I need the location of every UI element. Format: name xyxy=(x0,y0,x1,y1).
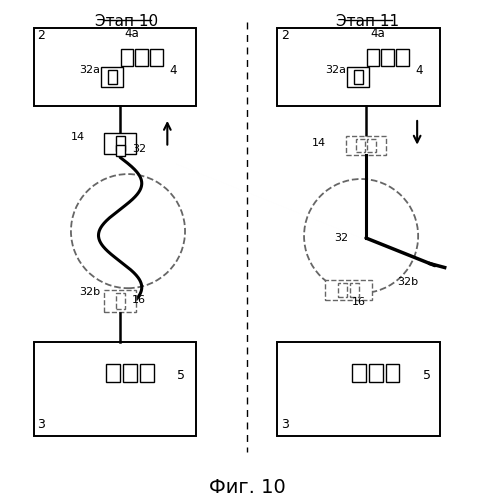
Bar xyxy=(278,342,440,436)
Text: Этап 11: Этап 11 xyxy=(336,14,400,29)
Text: Фиг. 10: Фиг. 10 xyxy=(208,478,286,497)
Bar xyxy=(350,284,359,297)
Bar xyxy=(123,364,137,382)
Bar xyxy=(347,67,369,86)
Text: 3: 3 xyxy=(38,418,45,431)
Text: 32a: 32a xyxy=(79,65,100,75)
Bar xyxy=(367,49,379,66)
Text: 32b: 32b xyxy=(79,287,100,297)
Bar xyxy=(101,67,123,86)
Bar xyxy=(381,49,394,66)
Bar xyxy=(116,136,124,152)
Bar xyxy=(34,342,196,436)
Text: 14: 14 xyxy=(71,132,85,141)
Text: 16: 16 xyxy=(132,295,146,305)
Text: 5: 5 xyxy=(423,368,431,382)
Text: 14: 14 xyxy=(312,138,326,147)
Text: Этап 10: Этап 10 xyxy=(95,14,159,29)
Bar xyxy=(346,136,386,156)
Text: 2: 2 xyxy=(38,30,45,43)
Text: 16: 16 xyxy=(352,297,366,307)
Text: 32: 32 xyxy=(334,233,349,243)
Bar xyxy=(121,49,133,66)
Bar xyxy=(104,290,136,312)
Bar xyxy=(108,70,117,84)
Bar xyxy=(278,28,440,106)
Bar xyxy=(368,138,376,152)
Bar xyxy=(150,49,163,66)
Text: 4a: 4a xyxy=(124,28,139,40)
Text: 2: 2 xyxy=(282,30,289,43)
Bar xyxy=(104,133,136,154)
Bar xyxy=(369,364,383,382)
Bar xyxy=(338,284,347,297)
Text: 3: 3 xyxy=(282,418,289,431)
Bar xyxy=(135,49,148,66)
Bar xyxy=(352,364,366,382)
Bar xyxy=(354,70,363,84)
Bar xyxy=(140,364,154,382)
Text: 32b: 32b xyxy=(398,277,418,287)
Text: 32: 32 xyxy=(132,144,146,154)
Text: 5: 5 xyxy=(177,368,185,382)
Text: 4a: 4a xyxy=(370,28,385,40)
Bar xyxy=(106,364,120,382)
Bar xyxy=(34,28,196,106)
Bar xyxy=(356,138,365,152)
Text: 4: 4 xyxy=(415,64,423,77)
Bar xyxy=(116,144,124,156)
Text: 32a: 32a xyxy=(325,65,346,75)
Text: 4: 4 xyxy=(169,64,177,77)
Bar xyxy=(386,364,400,382)
Bar xyxy=(325,280,372,300)
Bar xyxy=(116,293,124,309)
Bar xyxy=(396,49,409,66)
